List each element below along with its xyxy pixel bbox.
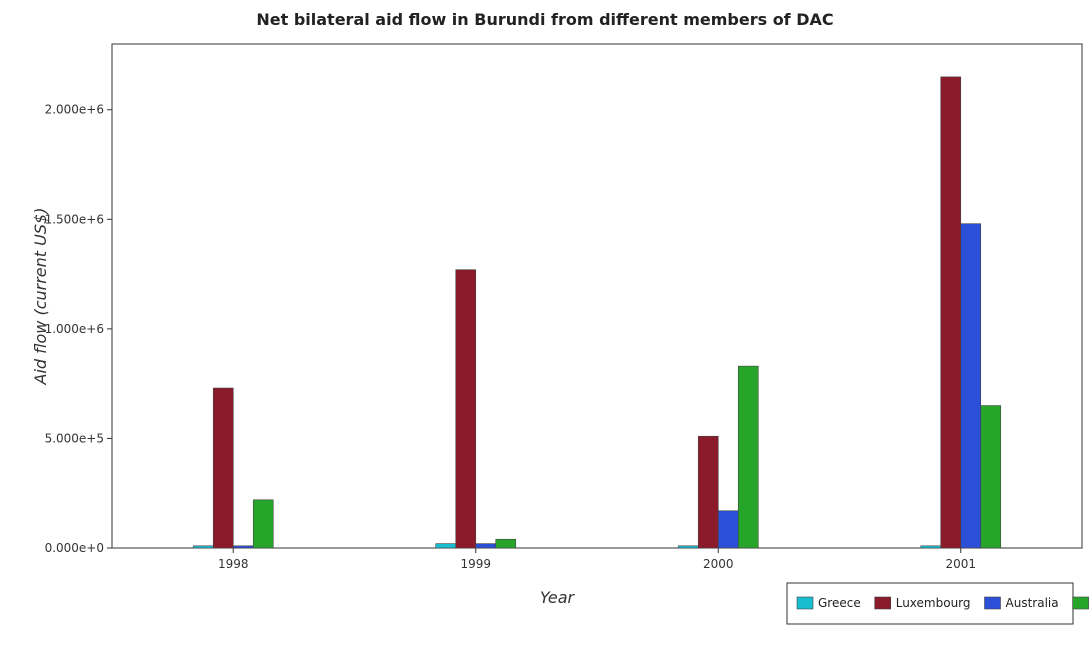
x-tick-label: 2000 [703, 557, 734, 571]
x-tick-label: 1999 [460, 557, 491, 571]
bar-luxembourg-1998 [212, 387, 234, 549]
x-axis: 1998 1999 2000 2001 [218, 548, 976, 571]
bar-australia-1998 [232, 545, 254, 549]
plot-area [111, 43, 1083, 549]
bar-australia-2000 [717, 510, 739, 549]
bar-finland-1998 [252, 499, 274, 549]
bar-luxembourg-2000 [697, 435, 719, 549]
bar-luxembourg-2001 [940, 76, 962, 549]
y-tick-label: 0.000e+0 [45, 541, 104, 555]
y-tick-label: 2.000e+6 [45, 103, 104, 117]
y-axis: 0.000e+0 5.000e+5 1.000e+6 1.500e+6 2.000e+6 [45, 103, 112, 555]
bars [192, 76, 1002, 549]
bar-finland-1999 [495, 538, 517, 549]
bar-greece-2001 [920, 545, 942, 549]
legend: GreeceLuxembourgAustraliaFinland [786, 582, 1089, 625]
bar-australia-2001 [960, 223, 982, 549]
x-tick-label: 2001 [945, 557, 976, 571]
bar-greece-1999 [435, 543, 457, 549]
legend-swatch-australia [984, 596, 1001, 610]
legend-label-greece: Greece [818, 596, 861, 610]
bar-luxembourg-1999 [455, 269, 477, 549]
y-tick-label: 1.500e+6 [45, 212, 104, 226]
bar-finland-2000 [737, 365, 759, 549]
legend-label-luxembourg: Luxembourg [896, 596, 971, 610]
legend-swatch-luxembourg [874, 596, 892, 610]
y-tick-label: 1.000e+6 [45, 322, 104, 336]
bar-australia-1999 [475, 543, 497, 549]
x-tick-label: 1998 [218, 557, 249, 571]
bar-greece-2000 [677, 545, 699, 549]
legend-swatch-finland [1072, 596, 1089, 610]
legend-label-australia: Australia [1006, 596, 1059, 610]
legend-swatch-greece [796, 596, 814, 610]
bar-finland-2001 [980, 405, 1002, 549]
y-tick-label: 5.000e+5 [45, 431, 104, 445]
chart-title: Net bilateral aid flow in Burundi from d… [256, 10, 833, 29]
x-axis-label: Year [540, 588, 576, 607]
bar-greece-1998 [192, 545, 214, 549]
y-axis-label: Aid flow (current US$) [31, 208, 50, 386]
